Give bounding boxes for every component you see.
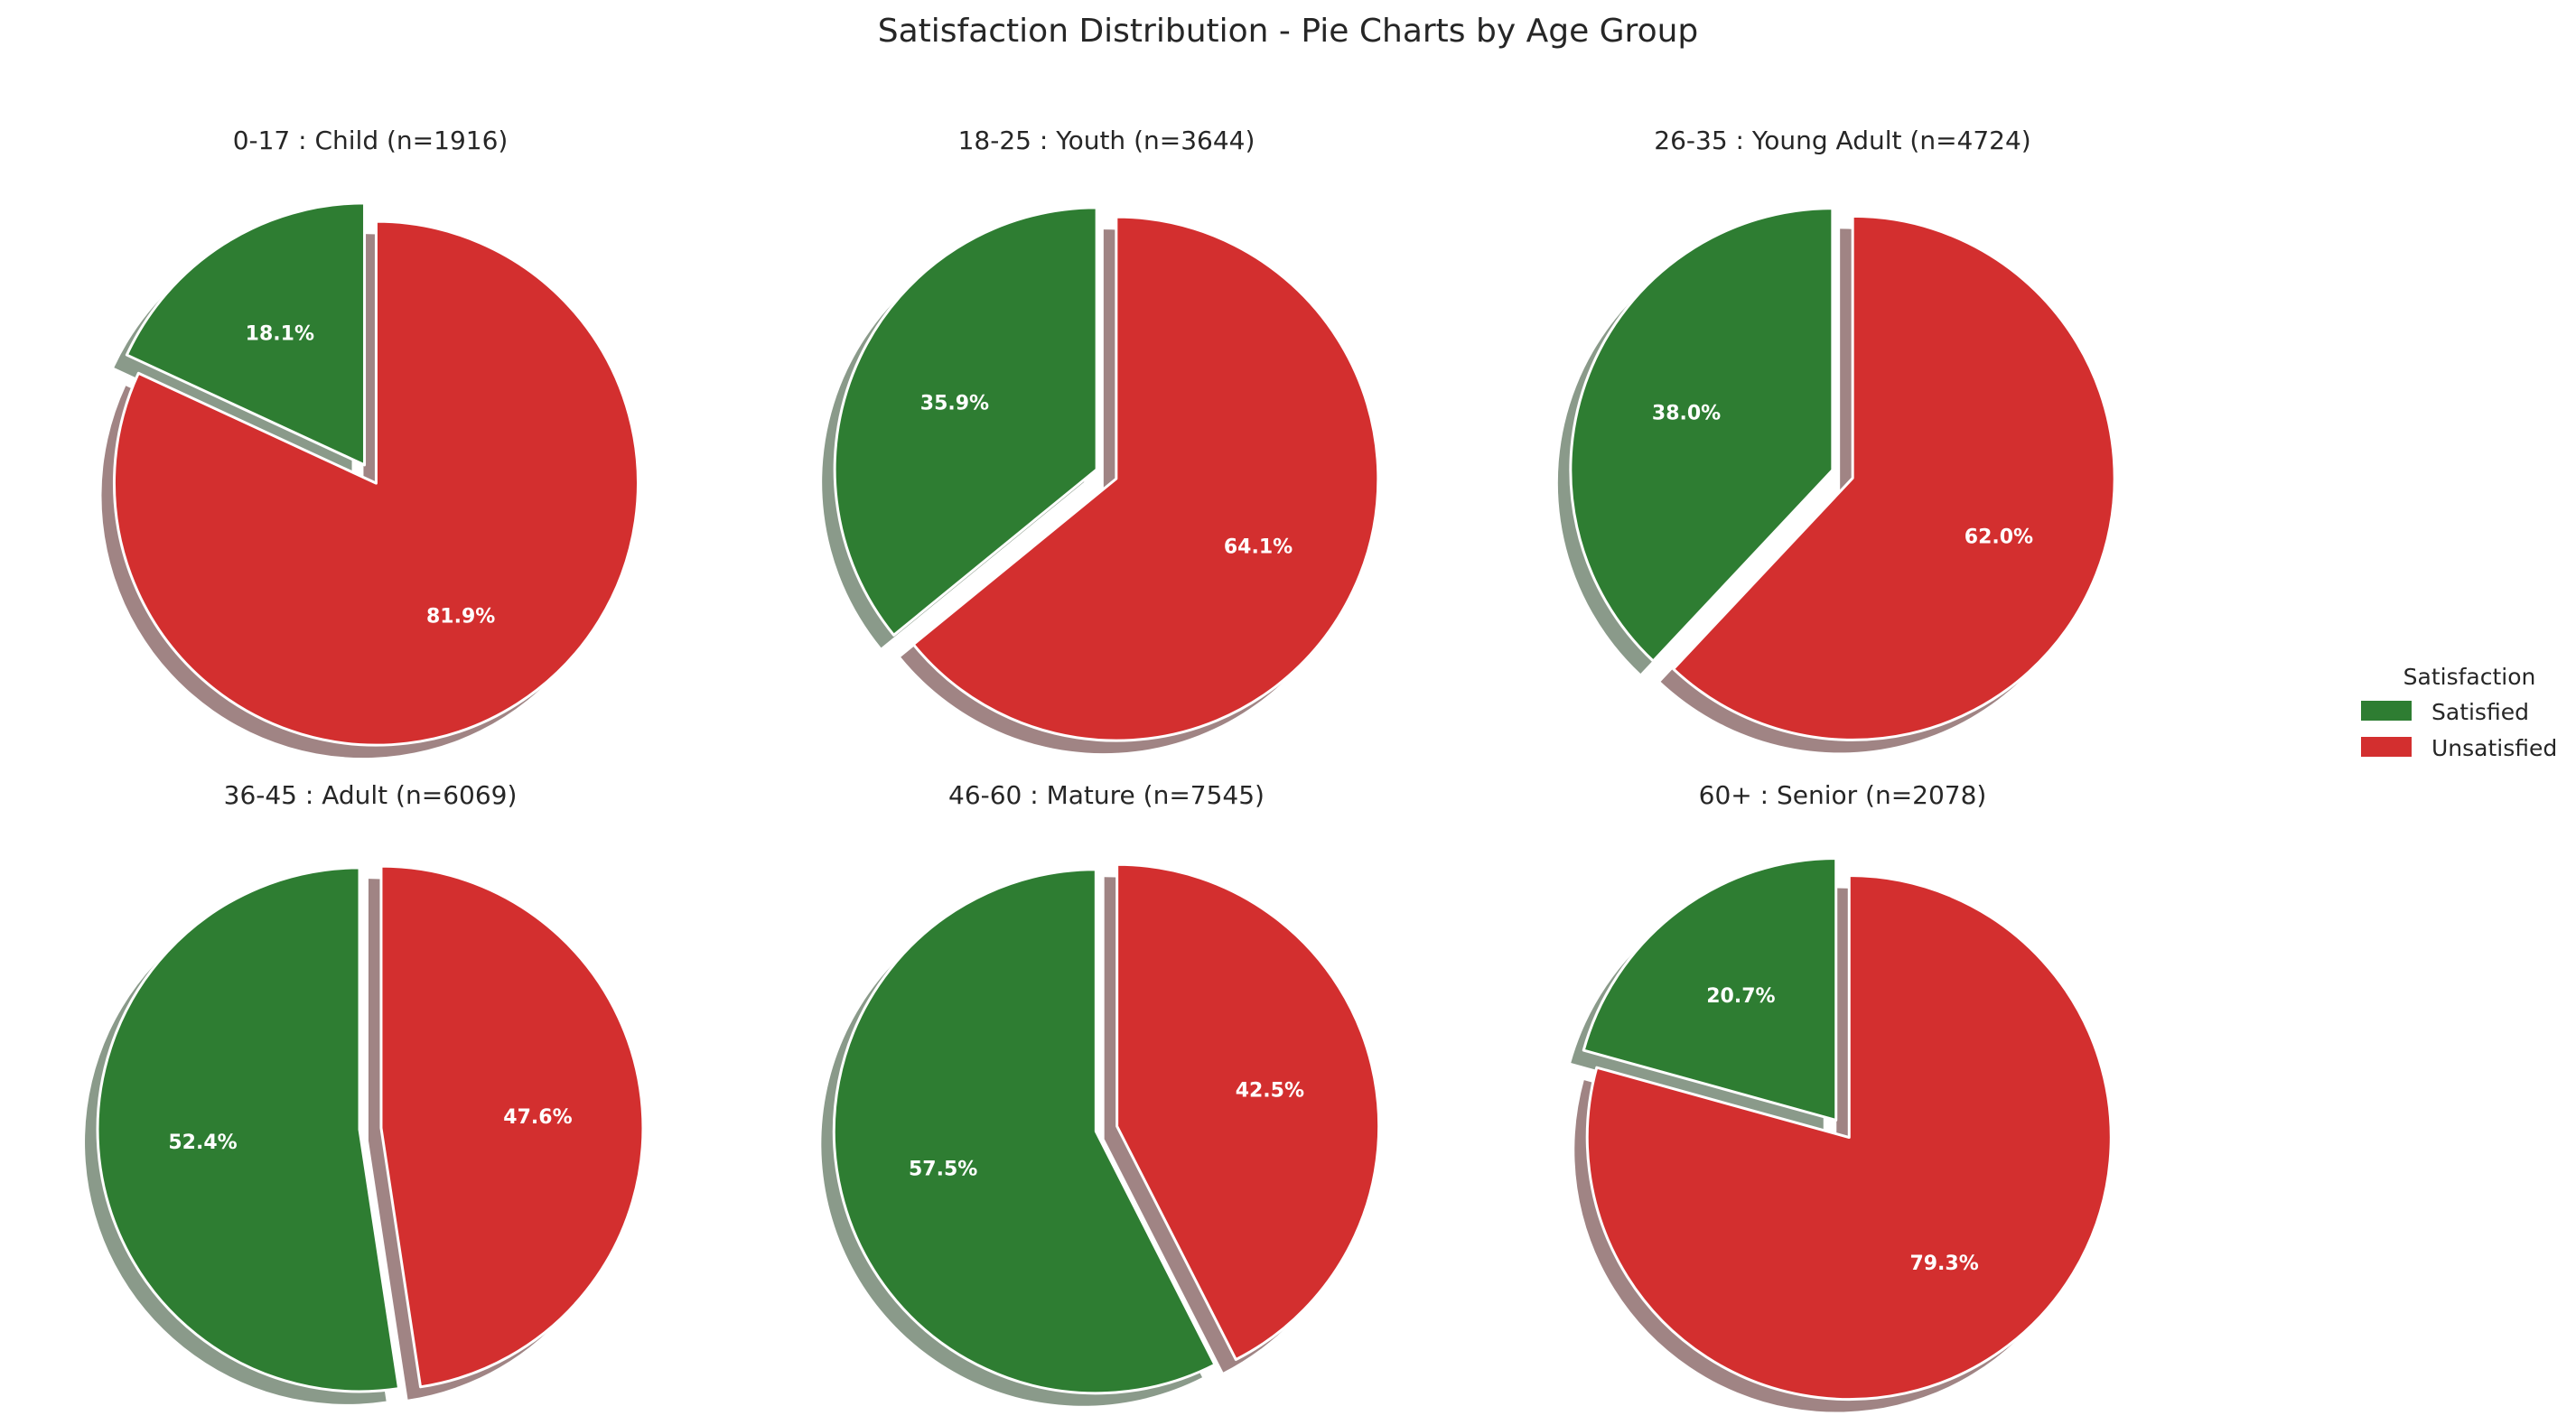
pie-wedge-satisfied bbox=[96, 866, 401, 1393]
pie-wedge-unsatisfied bbox=[379, 864, 645, 1389]
pie-pct-label-satisfied: 35.9% bbox=[920, 392, 989, 414]
legend-swatch-unsatisfied bbox=[2361, 737, 2412, 757]
pie-title: 0-17 : Child (n=1916) bbox=[233, 126, 509, 155]
pie-title: 26-35 : Young Adult (n=4724) bbox=[1654, 126, 2030, 155]
pie-pct-label-satisfied: 52.4% bbox=[168, 1132, 237, 1154]
pie-pct-label-unsatisfied: 81.9% bbox=[426, 606, 495, 629]
pie-wedge-unsatisfied bbox=[1115, 862, 1381, 1362]
pie-wedge-satisfied bbox=[1582, 856, 1838, 1122]
pie-title: 18-25 : Youth (n=3644) bbox=[958, 126, 1255, 155]
pie-wedge-satisfied bbox=[1569, 207, 1834, 663]
pie-pct-label-satisfied: 20.7% bbox=[1706, 985, 1775, 1008]
pie-title: 36-45 : Adult (n=6069) bbox=[224, 780, 518, 810]
pie-title: 46-60 : Mature (n=7545) bbox=[948, 780, 1265, 810]
legend-label-unsatisfied: Unsatisfied bbox=[2431, 735, 2557, 761]
chart-title: Satisfaction Distribution - Pie Charts b… bbox=[878, 13, 1699, 50]
pie-pct-label-satisfied: 38.0% bbox=[1652, 403, 1721, 425]
pie-wedge-unsatisfied bbox=[1672, 214, 2116, 741]
pie-pct-label-unsatisfied: 47.6% bbox=[503, 1106, 572, 1129]
pie-title: 60+ : Senior (n=2078) bbox=[1699, 780, 1987, 810]
pie-6: 60+ : Senior (n=2078) 20.7% 79.3% bbox=[1571, 780, 2113, 1412]
pie-pct-label-unsatisfied: 64.1% bbox=[1224, 536, 1293, 559]
pie-wedge-unsatisfied bbox=[1585, 874, 2113, 1402]
pie-wedge-satisfied bbox=[832, 868, 1217, 1395]
pie-pct-label-unsatisfied: 62.0% bbox=[1965, 526, 2033, 548]
pie-wedge-unsatisfied bbox=[911, 215, 1380, 742]
legend: Satisfaction Satisfied Unsatisfied bbox=[2361, 664, 2557, 761]
legend-label-satisfied: Satisfied bbox=[2431, 699, 2529, 725]
pie-2: 18-25 : Youth (n=3644) 35.9% 64.1% bbox=[822, 126, 1380, 754]
pie-pct-label-satisfied: 57.5% bbox=[909, 1158, 977, 1180]
pie-5: 46-60 : Mature (n=7545) 57.5% 42.5% bbox=[821, 780, 1381, 1406]
legend-swatch-satisfied bbox=[2361, 701, 2412, 721]
pie-wedge-unsatisfied bbox=[112, 219, 639, 747]
legend-title: Satisfaction bbox=[2403, 664, 2536, 690]
pie-4: 36-45 : Adult (n=6069) 52.4% 47.6% bbox=[85, 780, 645, 1404]
pie-wedge-satisfied bbox=[125, 201, 367, 467]
pie-1: 0-17 : Child (n=1916) 18.1% 81.9% bbox=[101, 126, 639, 759]
pie-pct-label-unsatisfied: 42.5% bbox=[1236, 1080, 1304, 1103]
pie-3: 26-35 : Young Adult (n=4724) 38.0% 62.0% bbox=[1557, 126, 2116, 753]
pie-pct-label-unsatisfied: 79.3% bbox=[1909, 1253, 1978, 1275]
pie-pct-label-satisfied: 18.1% bbox=[246, 322, 314, 345]
pie-grid: 0-17 : Child (n=1916) 18.1% 81.9% 18-25 : Y… bbox=[85, 126, 2116, 1412]
pie-wedge-satisfied bbox=[833, 206, 1098, 637]
